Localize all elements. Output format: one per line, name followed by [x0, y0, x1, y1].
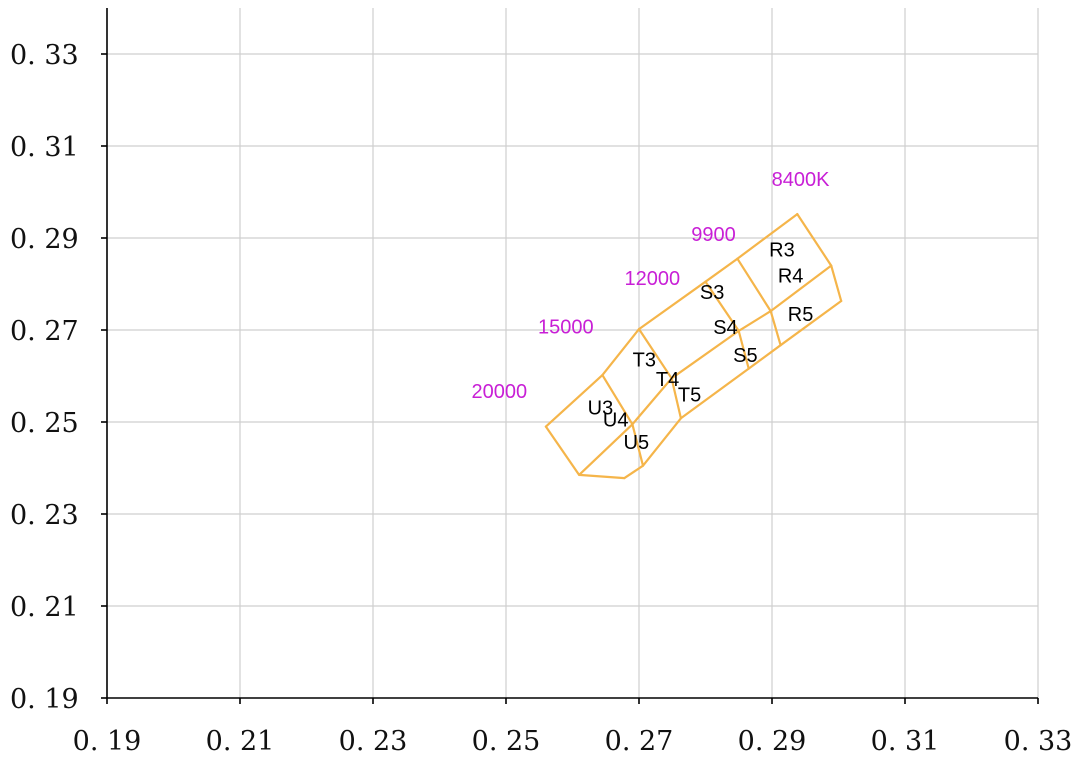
- bin-label: S5: [733, 345, 757, 367]
- bin-boundary-line: [544, 213, 799, 428]
- bin-label: S3: [700, 282, 724, 304]
- bin-label: R5: [788, 304, 814, 326]
- bin-label: R3: [769, 240, 795, 262]
- bin-label: U4: [603, 410, 629, 432]
- cct-label: 15000: [538, 316, 594, 338]
- x-tick-label: 0. 19: [73, 726, 142, 757]
- x-tick-label: 0. 23: [339, 726, 408, 757]
- y-tick-label: 0. 27: [10, 316, 79, 347]
- x-tick-label: 0. 25: [472, 726, 541, 757]
- cct-label: 12000: [624, 268, 680, 290]
- x-tick-label: 0. 21: [206, 726, 275, 757]
- bin-boundary-line: [623, 299, 843, 480]
- bin-boundary-line: [736, 257, 782, 347]
- x-tick-label: 0. 31: [871, 726, 940, 757]
- axes: [101, 8, 1039, 704]
- cct-labels: 8400K 9900 12000 15000 20000: [472, 169, 831, 403]
- x-tick-label: 0. 27: [605, 726, 674, 757]
- tick-labels: 0. 19 0. 21 0. 23 0. 25 0. 27 0. 29 0. 31 0. 33…: [10, 40, 1072, 757]
- y-tick-label: 0. 25: [10, 408, 79, 439]
- bin-grid: [544, 213, 843, 480]
- y-tick-label: 0. 19: [10, 684, 79, 715]
- x-tick-label: 0. 33: [1004, 726, 1073, 757]
- cct-label: 20000: [472, 381, 528, 403]
- y-tick-label: 0. 21: [10, 592, 79, 623]
- bin-boundary-line: [578, 264, 833, 476]
- x-tick-label: 0. 29: [738, 726, 807, 757]
- y-tick-label: 0. 33: [10, 40, 79, 71]
- y-tick-label: 0. 29: [10, 224, 79, 255]
- bin-boundary-line: [796, 213, 843, 303]
- cct-label: 9900: [691, 224, 736, 246]
- bin-label: T4: [656, 369, 679, 391]
- bin-label: T5: [678, 384, 701, 406]
- bin-label: R4: [778, 265, 804, 287]
- y-tick-label: 0. 23: [10, 500, 79, 531]
- bin-label: U3: [588, 397, 614, 419]
- cct-label: 8400K: [772, 169, 830, 191]
- bin-label: U5: [624, 432, 650, 454]
- bin-label: T3: [633, 349, 656, 371]
- grid: [107, 8, 1039, 698]
- bin-label: S4: [713, 317, 737, 339]
- y-tick-label: 0. 31: [10, 132, 79, 163]
